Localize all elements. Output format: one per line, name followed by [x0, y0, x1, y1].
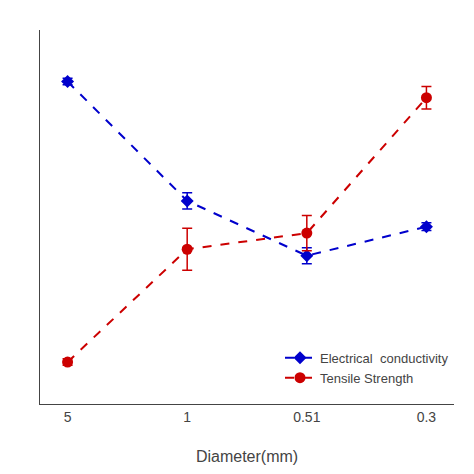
svg-text:Tensile Strength: Tensile Strength: [320, 371, 413, 386]
svg-text:1: 1: [183, 409, 191, 425]
svg-text:5: 5: [64, 409, 72, 425]
svg-text:Diameter(mm): Diameter(mm): [196, 448, 298, 465]
svg-text:Electrical conductivity: Electrical conductivity: [320, 351, 448, 366]
svg-text:0.51: 0.51: [293, 409, 320, 425]
svg-text:0.3: 0.3: [417, 409, 437, 425]
